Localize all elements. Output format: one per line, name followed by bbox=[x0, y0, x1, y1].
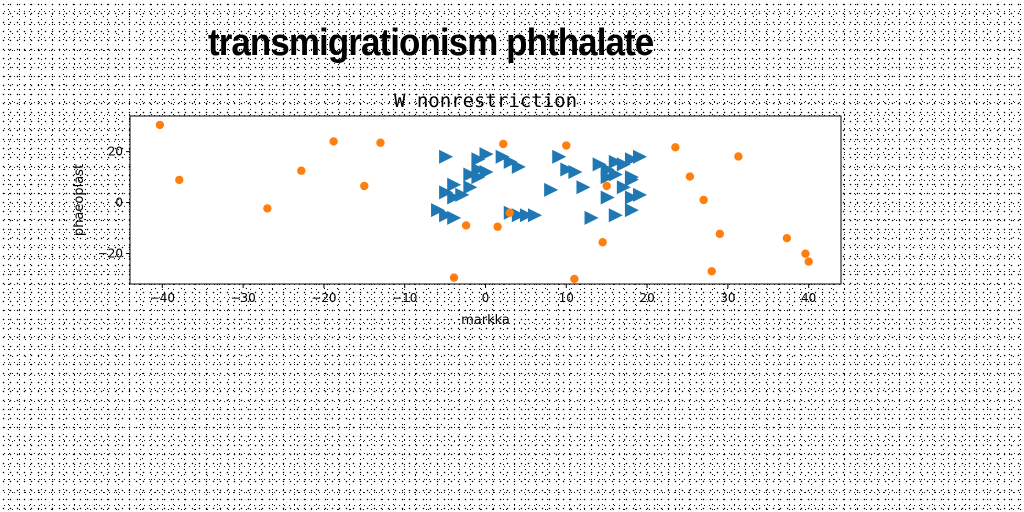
scatter-point-triangle bbox=[552, 149, 567, 164]
scatter-point-circle bbox=[155, 120, 165, 130]
scatter-point-triangle bbox=[608, 154, 623, 169]
scatter-point-triangle bbox=[447, 190, 462, 205]
scatter-point-triangle bbox=[511, 159, 526, 174]
scatter-point-circle bbox=[804, 257, 813, 266]
scatter-point-circle bbox=[671, 143, 680, 152]
scatter-point-triangle bbox=[519, 208, 534, 223]
scatter-point-triangle bbox=[511, 208, 526, 223]
scatter-point-circle bbox=[360, 181, 369, 191]
scatter-point-triangle bbox=[584, 210, 599, 225]
scatter-point-triangle bbox=[624, 190, 639, 205]
scatter-point-circle bbox=[715, 229, 725, 239]
page-headline: transmigrationism phthalate bbox=[208, 22, 654, 64]
scatter-point-circle bbox=[562, 141, 571, 150]
x-tick-label: 20 bbox=[639, 291, 654, 305]
scatter-point-circle bbox=[570, 274, 579, 284]
scatter-point-triangle bbox=[592, 157, 607, 172]
x-tick-label: −30 bbox=[230, 291, 255, 305]
scatter-point-circle bbox=[499, 139, 508, 149]
scatter-point-circle bbox=[376, 138, 385, 147]
scatter-point-triangle bbox=[608, 167, 623, 182]
scatter-point-triangle bbox=[471, 152, 486, 167]
scatter-point-circle bbox=[602, 181, 611, 191]
scatter-point-triangle bbox=[439, 185, 454, 200]
scatter-point-triangle bbox=[560, 162, 575, 177]
scatter-point-circle bbox=[329, 137, 338, 146]
x-tick-label: −40 bbox=[150, 291, 175, 305]
scatter-point-triangle bbox=[439, 149, 454, 164]
y-tick-label: 0 bbox=[115, 196, 123, 210]
scatter-point-triangle bbox=[568, 165, 583, 179]
scatter-point-circle bbox=[734, 152, 743, 161]
scatter-point-circle bbox=[699, 195, 708, 205]
scatter-point-triangle bbox=[576, 180, 591, 195]
y-tick-label: 20 bbox=[108, 145, 123, 159]
scatter-point-triangle bbox=[624, 152, 639, 167]
scatter-point-circle bbox=[707, 267, 716, 276]
x-tick-label: 40 bbox=[801, 291, 816, 305]
plot-frame bbox=[129, 115, 842, 285]
x-tick-label: 0 bbox=[482, 291, 490, 305]
scatter-point-circle bbox=[685, 172, 695, 181]
scatter-point-triangle bbox=[633, 149, 648, 164]
y-tick-label: −20 bbox=[98, 246, 123, 260]
x-axis-label: markka bbox=[461, 313, 510, 328]
x-tick-label: 10 bbox=[559, 291, 574, 305]
scatter-point-circle bbox=[449, 273, 459, 282]
scatter-point-triangle bbox=[503, 154, 518, 169]
scatter-point-triangle bbox=[495, 149, 510, 164]
scatter-point-triangle bbox=[544, 182, 559, 197]
scatter-point-circle bbox=[263, 204, 272, 213]
scatter-point-circle bbox=[297, 166, 306, 175]
scatter-point-triangle bbox=[600, 190, 615, 205]
axis-ticks: −40 −30 −20 −10 0 10 20 30 40 −20 0 20 bbox=[98, 145, 817, 305]
scatter-point-triangle bbox=[600, 170, 615, 185]
scatter-point-circle bbox=[782, 233, 792, 243]
scatter-point-circle bbox=[175, 175, 184, 185]
scatter-point-triangle bbox=[439, 208, 454, 223]
scatter-point-triangle bbox=[624, 170, 639, 185]
scatter-point-triangle bbox=[471, 170, 486, 185]
scatter-point-circle bbox=[461, 221, 471, 230]
scatter-point-circle bbox=[598, 238, 607, 247]
x-tick-label: −10 bbox=[392, 291, 417, 305]
scatter-point-triangle bbox=[479, 165, 494, 179]
scatter-point-triangle bbox=[624, 203, 639, 218]
scatter-point-circle bbox=[801, 249, 810, 258]
scatter-point-triangle bbox=[527, 208, 542, 223]
x-tick-label: 30 bbox=[720, 291, 735, 305]
data-marks bbox=[155, 120, 813, 284]
scatter-point-circle bbox=[493, 222, 502, 231]
scatter-point-triangle bbox=[633, 187, 648, 202]
scatter-point-triangle bbox=[608, 208, 623, 223]
scatter-point-triangle bbox=[616, 180, 631, 195]
scatter-point-triangle bbox=[447, 177, 462, 192]
y-axis-label: phaeoplast bbox=[72, 164, 87, 236]
scatter-point-triangle bbox=[447, 210, 462, 225]
plot-area bbox=[130, 116, 841, 284]
scatter-point-triangle bbox=[431, 203, 446, 218]
scatter-point-circle bbox=[505, 208, 514, 217]
chart-title: W nonrestriction bbox=[394, 90, 577, 112]
scatter-point-triangle bbox=[616, 157, 631, 172]
x-tick-label: −20 bbox=[311, 291, 336, 305]
scatter-point-triangle bbox=[479, 147, 494, 162]
scatter-point-triangle bbox=[463, 167, 478, 182]
scatter-point-triangle bbox=[463, 180, 478, 195]
